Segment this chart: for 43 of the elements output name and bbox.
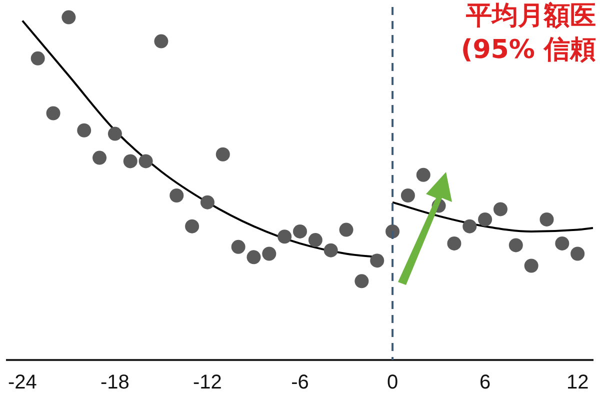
point (324, 243, 338, 258)
point (493, 202, 508, 216)
x-tick-label: -6 (291, 372, 309, 394)
point (262, 246, 276, 261)
point (339, 222, 354, 237)
point (416, 168, 430, 182)
annotation: 平均月額医 (465, 0, 596, 31)
point (400, 188, 415, 202)
point (246, 250, 261, 264)
point (123, 154, 138, 168)
point (278, 230, 292, 244)
x-tick-label: -24 (8, 372, 37, 394)
point (200, 195, 214, 210)
point (308, 233, 322, 248)
point (77, 123, 92, 138)
point (46, 106, 60, 120)
point (508, 238, 523, 252)
x-tick-label: -18 (100, 372, 130, 394)
point (108, 126, 122, 141)
annotation: (95% 信頼 (460, 34, 596, 65)
point (524, 258, 538, 273)
point (170, 188, 184, 202)
point (30, 51, 45, 66)
point (570, 246, 585, 261)
x-tick-label: 12 (566, 372, 589, 394)
point (185, 219, 200, 234)
point (293, 224, 307, 238)
point (555, 236, 570, 250)
point (138, 154, 153, 168)
point (92, 150, 107, 165)
x-tick-label: 0 (386, 372, 398, 394)
point (478, 212, 492, 226)
point (540, 212, 554, 226)
point (231, 240, 246, 254)
point (370, 254, 384, 268)
point (354, 274, 369, 288)
point (462, 219, 477, 234)
x-tick-label: -12 (193, 372, 222, 394)
point (62, 10, 76, 24)
point (154, 34, 168, 48)
point (216, 147, 230, 162)
x-tick-label: 6 (479, 372, 491, 394)
point (447, 236, 462, 250)
